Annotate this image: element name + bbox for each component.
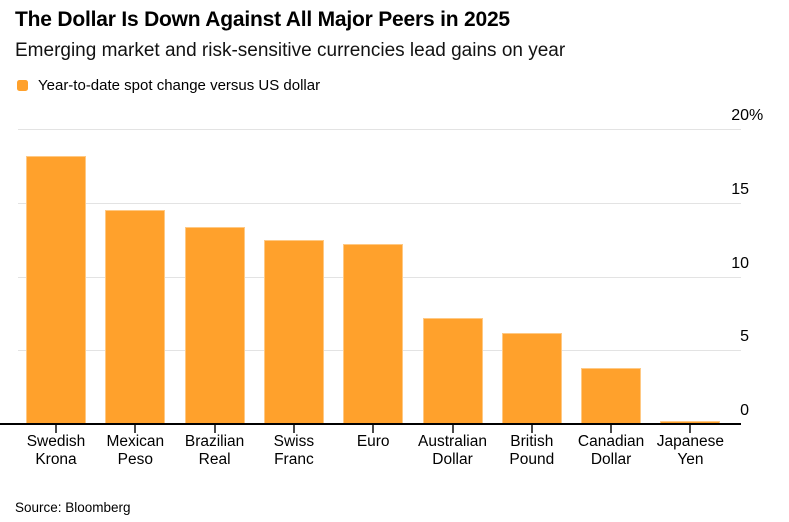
- x-axis-tick-swedish-krona: [55, 425, 57, 433]
- bar-swedish-krona: [26, 155, 86, 424]
- category-label-canadian-dollar: Canadian Dollar: [577, 433, 645, 468]
- bar-brazilian-real: [184, 226, 245, 424]
- gridline-15: [18, 203, 741, 204]
- legend-swatch-icon: [17, 79, 28, 91]
- category-label-mexican-peso: Mexican Peso: [106, 433, 165, 468]
- bar-australian-dollar: [422, 317, 483, 424]
- bar-canadian-dollar: [581, 368, 642, 424]
- x-axis-baseline: [0, 423, 741, 425]
- category-label-british-pound: British Pound: [509, 433, 555, 468]
- bar-euro: [343, 244, 404, 424]
- x-axis-tick-british-pound: [530, 425, 533, 433]
- x-axis-tick-swiss-franc: [292, 425, 295, 433]
- x-axis-tick-canadian-dollar: [610, 425, 613, 433]
- x-axis-tick-euro: [372, 425, 375, 433]
- y-axis-label-5: 5: [740, 328, 749, 346]
- category-label-japanese-yen: Japanese Yen: [656, 433, 724, 468]
- legend: Year-to-date spot change versus US dolla…: [17, 76, 321, 94]
- category-label-swiss-franc: Swiss Franc: [273, 433, 315, 468]
- bar-mexican-peso: [105, 210, 166, 424]
- y-axis-label-20: 20%: [731, 107, 764, 125]
- bar-swiss-franc: [263, 239, 324, 424]
- category-label-brazilian-real: Brazilian Real: [184, 433, 245, 468]
- category-label-euro: Euro: [356, 433, 390, 450]
- category-label-swedish-krona: Swedish Krona: [26, 433, 86, 468]
- chart-title: The Dollar Is Down Against All Major Pee…: [15, 8, 510, 31]
- x-axis-tick-mexican-peso: [134, 425, 137, 433]
- x-axis-tick-brazilian-real: [213, 425, 216, 433]
- gridline-20: [18, 129, 741, 131]
- x-axis-tick-japanese-yen: [689, 425, 692, 433]
- y-axis-label-0: 0: [740, 402, 749, 419]
- y-axis-label-10: 10: [731, 254, 749, 272]
- legend-label: Year-to-date spot change versus US dolla…: [38, 76, 321, 94]
- y-axis-label-15: 15: [731, 181, 749, 198]
- chart-subtitle: Emerging market and risk-sensitive curre…: [15, 40, 566, 61]
- x-axis-tick-australian-dollar: [451, 425, 454, 433]
- bar-british-pound: [501, 332, 562, 424]
- source-note: Source: Bloomberg: [15, 500, 131, 515]
- bar-japanese-yen: [660, 421, 721, 424]
- category-label-australian-dollar: Australian Dollar: [418, 433, 487, 468]
